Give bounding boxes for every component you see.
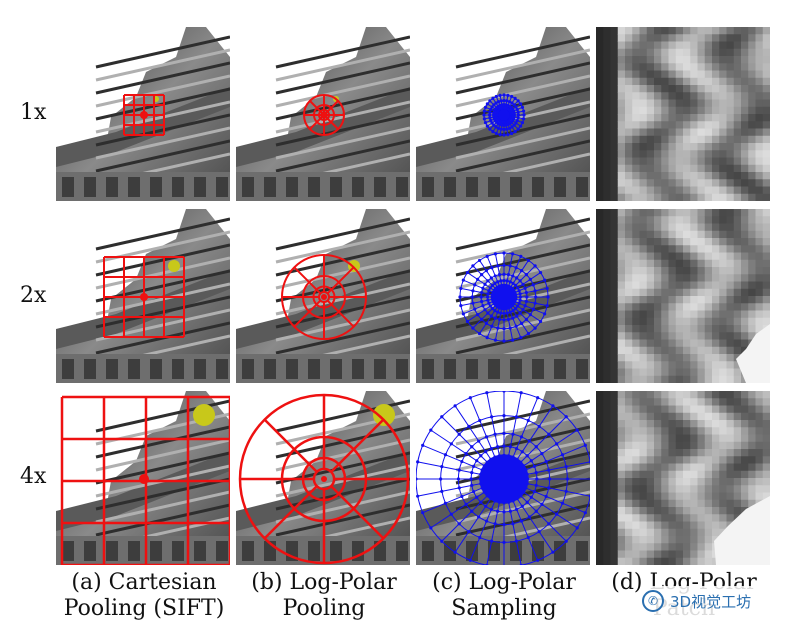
log-polar-patch xyxy=(596,209,770,383)
caption-line: (a) Cartesian xyxy=(71,570,217,595)
center-point xyxy=(139,474,149,484)
cell-image xyxy=(596,209,770,383)
dense-core xyxy=(479,454,529,504)
keypoint-marker xyxy=(193,404,215,426)
cell-cartesian-pooling-4x xyxy=(56,391,230,565)
row-label-4x: 4x xyxy=(20,464,47,489)
cell-image xyxy=(416,27,590,201)
cell-image xyxy=(56,391,230,565)
cell-log-polar-patch-2x xyxy=(596,209,770,383)
keypoint-marker xyxy=(373,404,395,426)
cell-image xyxy=(416,209,590,383)
center-point xyxy=(140,293,148,301)
cell-log-polar-pooling-1x xyxy=(236,27,410,201)
cell-cartesian-pooling-1x xyxy=(56,27,230,201)
cartesian-grid xyxy=(103,256,185,338)
caption-cartesian-pooling: (a) Cartesian Pooling (SIFT) xyxy=(54,570,234,622)
caption-line: Pooling xyxy=(282,596,366,621)
log-polar-pooling-grid xyxy=(238,393,410,565)
cell-cartesian-pooling-2x xyxy=(56,209,230,383)
cell-image xyxy=(236,209,410,383)
caption-log-polar-sampling: (c) Log-Polar Sampling xyxy=(414,570,594,622)
center-point xyxy=(321,476,327,482)
cell-image xyxy=(596,391,770,565)
dense-core xyxy=(491,284,517,310)
center-point xyxy=(321,112,327,118)
log-polar-patch xyxy=(596,27,770,201)
cell-log-polar-sampling-4x xyxy=(416,391,590,565)
cell-image xyxy=(56,27,230,201)
row-label-2x: 2x xyxy=(20,283,47,308)
cell-image xyxy=(56,209,230,383)
patch-white-region xyxy=(714,496,770,565)
cell-image xyxy=(596,27,770,201)
caption-line: Sampling xyxy=(451,596,557,621)
cell-log-polar-pooling-4x xyxy=(236,391,410,565)
caption-line: (b) Log-Polar xyxy=(251,570,397,595)
cell-log-polar-pooling-2x xyxy=(236,209,410,383)
caption-line: Pooling (SIFT) xyxy=(63,596,225,621)
log-polar-pooling-grid xyxy=(281,254,367,340)
cell-log-polar-sampling-2x xyxy=(416,209,590,383)
patch-white-region xyxy=(736,324,770,383)
cell-log-polar-patch-1x xyxy=(596,27,770,201)
row-label-1x: 1x xyxy=(20,100,47,125)
wechat-icon: ✆ xyxy=(642,590,664,612)
cell-log-polar-sampling-1x xyxy=(416,27,590,201)
cell-image xyxy=(236,27,410,201)
watermark-text: 3D视觉工坊 xyxy=(670,592,752,611)
watermark: ✆ 3D视觉工坊 xyxy=(636,586,786,616)
caption-log-polar-pooling: (b) Log-Polar Pooling xyxy=(234,570,414,622)
cell-image xyxy=(236,391,410,565)
center-point xyxy=(140,111,148,119)
keypoint-marker xyxy=(168,260,180,272)
dense-core xyxy=(498,109,510,121)
cell-log-polar-patch-4x xyxy=(596,391,770,565)
caption-line: (c) Log-Polar xyxy=(432,570,576,595)
cell-image xyxy=(416,391,590,565)
log-polar-pooling-grid xyxy=(303,94,345,136)
center-point xyxy=(321,294,327,300)
